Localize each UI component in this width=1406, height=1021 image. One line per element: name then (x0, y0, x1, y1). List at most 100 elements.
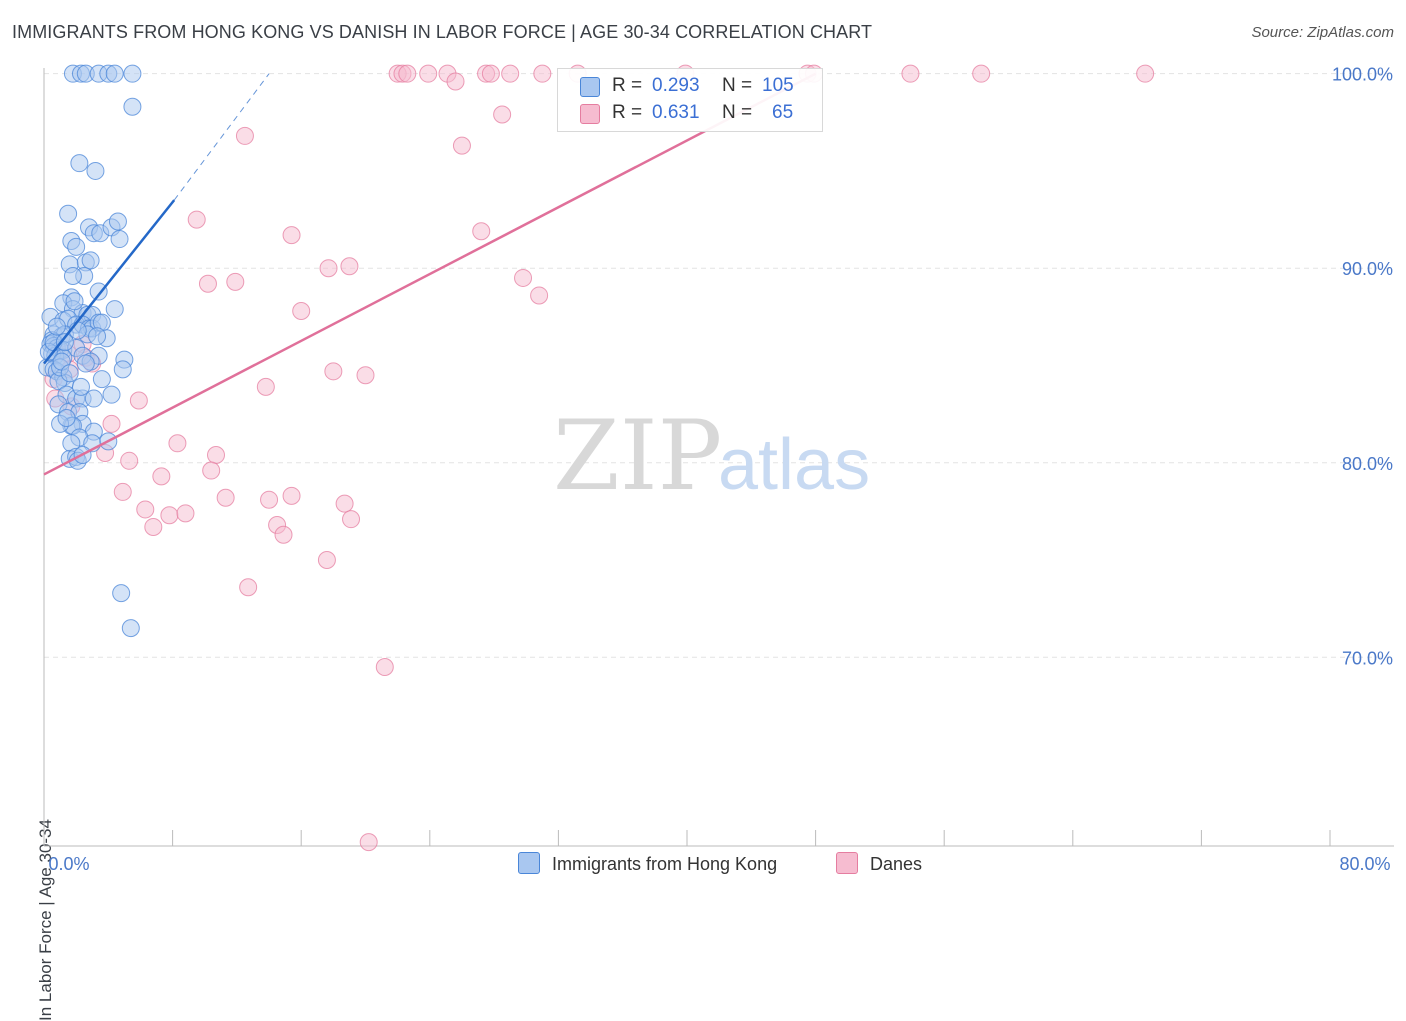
hong-kong-point (102, 385, 121, 404)
y-tick-label: 100.0% (1332, 65, 1393, 85)
danes-point (419, 64, 438, 83)
danes-point (901, 64, 920, 83)
bottom-legend-hong-kong: Immigrants from Hong Kong (518, 852, 777, 875)
danes-point (198, 274, 217, 293)
danes-point (282, 226, 301, 245)
axis-tick-labels: 100.0% 90.0% 80.0% 70.0% 0.0% 80.0% (48, 65, 1393, 874)
danes-point (129, 391, 148, 410)
danes-point (481, 64, 500, 83)
legend-n-value: 65 (772, 102, 794, 123)
legend-r-value: 0.631 (652, 102, 700, 123)
hong-kong-points (38, 64, 142, 638)
danes-point (398, 64, 417, 83)
danes-point (113, 482, 132, 501)
axes (43, 68, 1394, 847)
danes-point (375, 658, 394, 677)
hong-kong-point (60, 364, 79, 383)
legend-swatch-pink (580, 104, 600, 124)
trend-lines (43, 72, 817, 476)
y-tick-label: 70.0% (1342, 648, 1393, 668)
hong-kong-point (123, 64, 142, 83)
danes-point (102, 414, 121, 433)
danes-point (319, 259, 338, 278)
danes-point (207, 445, 226, 464)
legend-n-label: N = (722, 75, 753, 96)
hong-kong-point (105, 300, 124, 319)
danes-point (120, 451, 139, 470)
danes-point (340, 257, 359, 276)
hong-kong-point (81, 251, 100, 270)
danes-point (176, 504, 195, 523)
hong-kong-trend-line (43, 199, 176, 365)
watermark-atlas: atlas (718, 425, 870, 505)
stats-legend: R = 0.293 N = 105 R = 0.631 N = 65 (557, 68, 823, 132)
hong-kong-point (84, 389, 103, 408)
legend-r-label: R = (612, 75, 643, 96)
danes-point (356, 366, 375, 385)
hong-kong-point (123, 97, 142, 116)
legend-n-value: 105 (762, 75, 794, 96)
legend-n-label: N = (722, 102, 753, 123)
danes-point (972, 64, 991, 83)
y-tick-label: 90.0% (1342, 259, 1393, 279)
hong-kong-point (108, 212, 127, 231)
hong-kong-point (92, 370, 111, 389)
bottom-legend-swatch-blue (518, 852, 540, 874)
hong-kong-point (65, 292, 84, 311)
danes-point (216, 488, 235, 507)
danes-point (235, 126, 254, 145)
hong-kong-point (47, 317, 66, 336)
scatter-chart: ZIP atlas 100.0% 90.0% 80.0% 70.0% 0.0% 80.0% (38, 64, 1394, 874)
hong-kong-point (121, 619, 140, 638)
danes-point (342, 510, 361, 529)
danes-point (260, 490, 279, 509)
hong-kong-point (112, 584, 131, 603)
hong-kong-point (86, 161, 105, 180)
danes-point (533, 64, 552, 83)
hong-kong-point (89, 282, 108, 301)
danes-point (168, 434, 187, 453)
bottom-legend-label-danes: Danes (870, 854, 923, 874)
chart-title: IMMIGRANTS FROM HONG KONG VS DANISH IN L… (12, 22, 873, 42)
danes-point (292, 302, 311, 321)
danes-point (446, 72, 465, 91)
danes-point (202, 461, 221, 480)
bottom-legend-danes: Danes (836, 852, 922, 875)
danes-point (472, 222, 491, 241)
x-tick-label: 80.0% (1339, 854, 1390, 874)
hong-kong-point (70, 154, 89, 173)
legend-r-label: R = (612, 102, 643, 123)
danes-point (144, 517, 163, 536)
danes-point (256, 377, 275, 396)
legend-r-value: 0.293 (652, 75, 700, 96)
bottom-legend-label-hong-kong: Immigrants from Hong Kong (552, 854, 778, 874)
watermark: ZIP atlas (553, 400, 870, 512)
danes-point (493, 105, 512, 124)
hong-kong-point (88, 327, 107, 346)
danes-point (452, 136, 471, 155)
hong-kong-point (110, 230, 129, 249)
hong-kong-point (113, 360, 132, 379)
danes-point (187, 210, 206, 229)
danes-point (530, 286, 549, 305)
danes-point (282, 486, 301, 505)
danes-point (152, 467, 171, 486)
hong-kong-point (76, 354, 95, 373)
danes-point (501, 64, 520, 83)
danes-point (239, 578, 258, 597)
grid-lines (44, 73, 1394, 658)
hong-kong-point (63, 266, 82, 285)
legend-swatch-blue (580, 77, 600, 97)
hong-kong-point (59, 204, 78, 223)
hong-kong-point (67, 237, 86, 256)
danes-point (317, 551, 336, 570)
danes-point (359, 833, 378, 852)
danes-point (335, 494, 354, 513)
watermark-zip: ZIP (553, 400, 722, 512)
y-tick-label: 80.0% (1342, 454, 1393, 474)
danes-trend-line (43, 72, 817, 476)
hong-kong-point (57, 409, 76, 428)
danes-point (1136, 64, 1155, 83)
hong-kong-point (55, 333, 74, 352)
danes-point (274, 525, 293, 544)
